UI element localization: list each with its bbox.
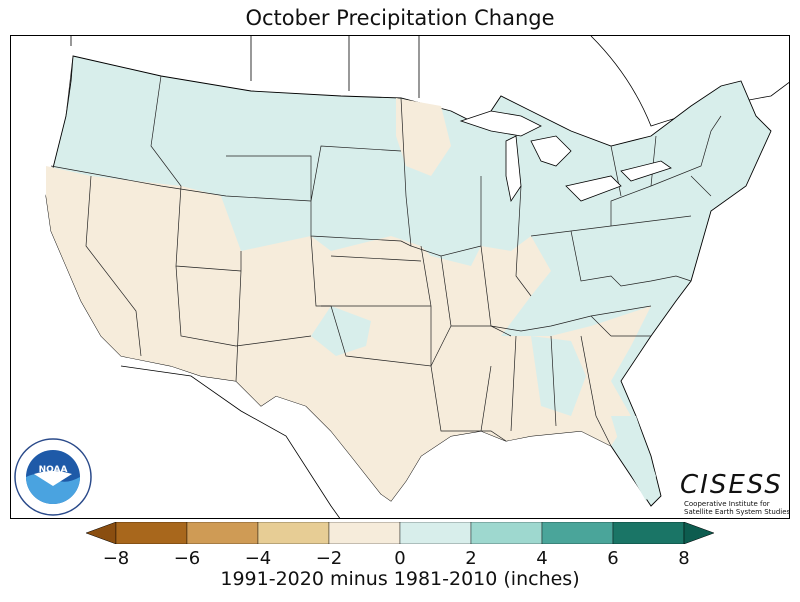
colorbar-bin [399,521,472,545]
colorbar-tick-label: −2 [315,548,343,569]
blue-patch-texas [311,306,371,356]
colorbar-tick-label: −4 [244,548,272,569]
colorbar-extend-low [85,521,117,545]
colorbar-tick-label: 0 [394,548,406,569]
state-boundaries [50,55,722,447]
colorbar-tick-label: −6 [173,548,201,569]
map-panel [10,35,790,519]
great-lakes [459,110,672,203]
mexico-outline [120,365,341,518]
colorbar [85,521,715,545]
colorbar-bin [470,521,543,545]
colorbar-tick-label: 8 [678,548,690,569]
colorbar-bin [257,521,330,545]
cisess-subtitle-2: Satellite Earth System Studies [684,508,791,516]
cisess-subtitle-1: Cooperative Institute for [684,500,770,508]
colorbar-bin [541,521,614,545]
tan-patch-north-plains [396,98,451,176]
colorbar-bin [328,521,401,545]
noaa-wordmark: NOAA [39,465,68,475]
colorbar-tick-label: 6 [607,548,619,569]
colorbar-label: 1991-2020 minus 1981-2010 (inches) [220,568,580,590]
map-title: October Precipitation Change [245,6,555,30]
cisess-logo: CISESS Cooperative Institute for Satelli… [680,470,790,516]
colorbar-tick-label: 4 [536,548,548,569]
cisess-wordmark: CISESS [680,470,783,500]
blue-patch-southeast [531,336,586,416]
noaa-seal-icon: NOAA [14,438,92,516]
colorbar-bin [115,521,188,545]
colorbar-bin [612,521,685,545]
colorbar-bins [115,521,685,545]
us-precipitation-map [45,36,789,518]
colorbar-extend-high [683,521,715,545]
colorbar-svg [85,521,715,545]
colorbar-bin [186,521,259,545]
canada-outline [70,36,789,127]
noaa-logo: NOAA [14,438,92,520]
blue-patch-florida [611,416,656,501]
colorbar-tick-label: −8 [102,548,130,569]
colorbar-tick-label: 2 [465,548,477,569]
